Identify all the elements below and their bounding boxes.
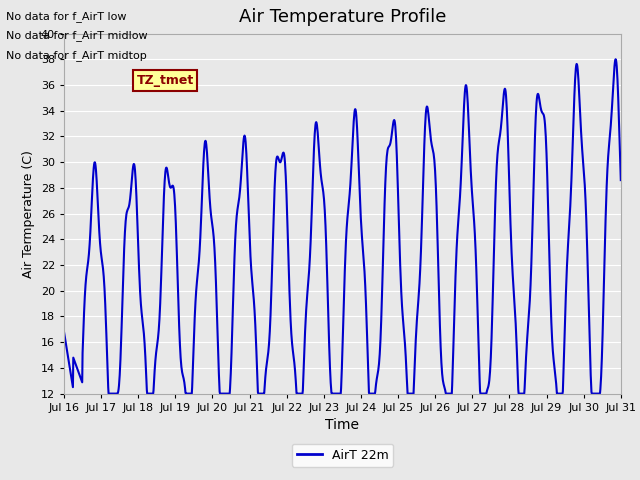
Legend: AirT 22m: AirT 22m bbox=[292, 444, 393, 467]
Text: TZ_tmet: TZ_tmet bbox=[136, 74, 194, 87]
Text: No data for f_AirT midlow: No data for f_AirT midlow bbox=[6, 30, 148, 41]
Text: No data for f_AirT midtop: No data for f_AirT midtop bbox=[6, 49, 147, 60]
Text: No data for f_AirT low: No data for f_AirT low bbox=[6, 11, 127, 22]
Y-axis label: Air Termperature (C): Air Termperature (C) bbox=[22, 150, 35, 277]
Title: Air Temperature Profile: Air Temperature Profile bbox=[239, 9, 446, 26]
X-axis label: Time: Time bbox=[325, 418, 360, 432]
